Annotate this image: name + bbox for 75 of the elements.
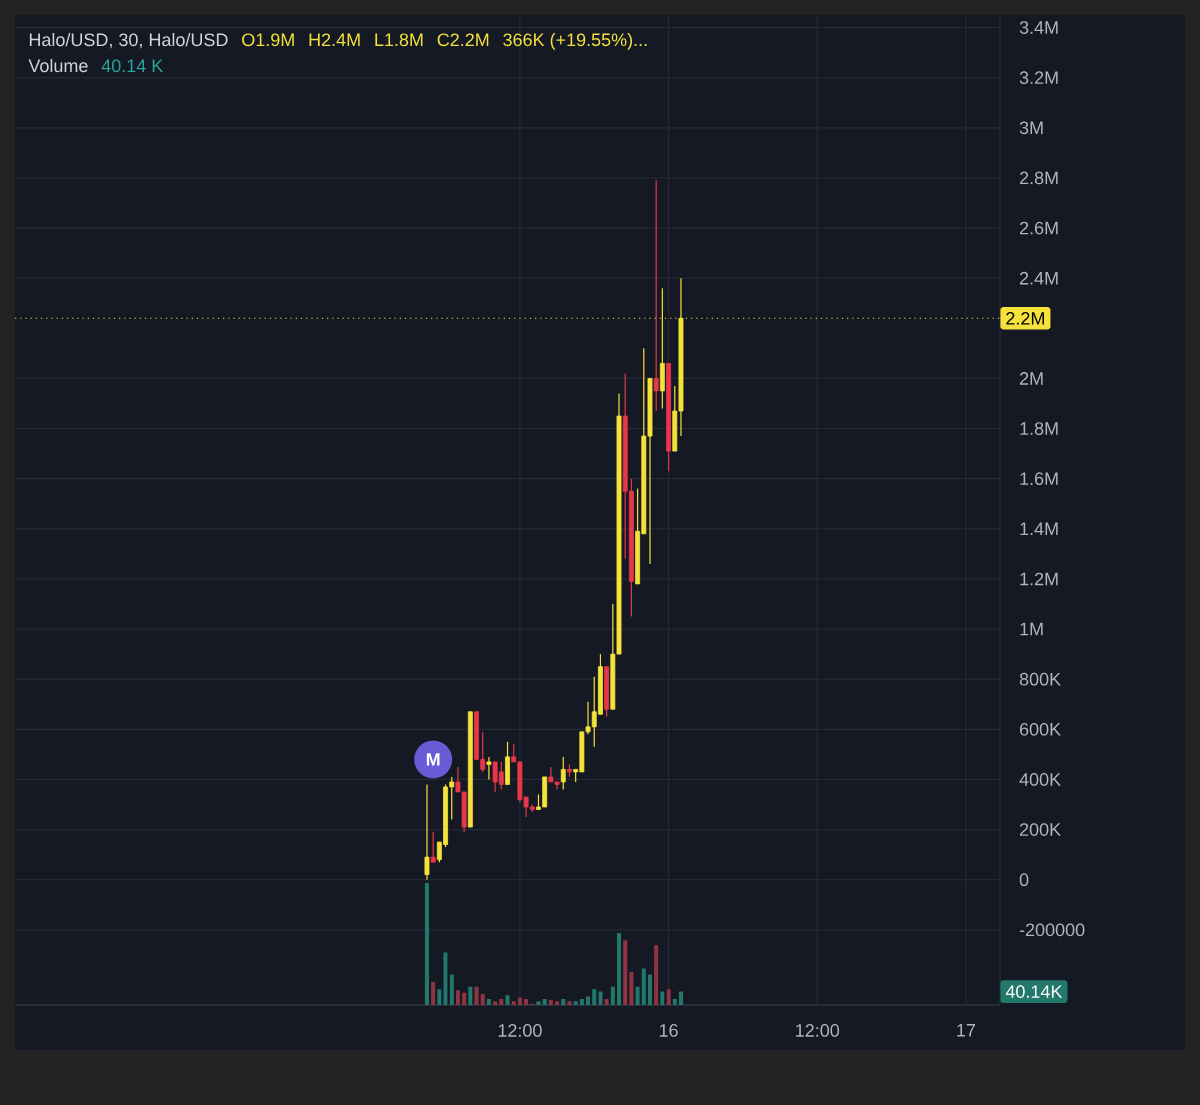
y-tick-label: 0 [1019, 873, 1029, 887]
y-tick-label: 600K [1019, 722, 1061, 736]
bar [474, 986, 479, 1005]
y-tick-label: 1.4M [1020, 522, 1058, 535]
bar [641, 968, 646, 1005]
bar [424, 883, 430, 1005]
bar [437, 989, 442, 1005]
candlestick [424, 783, 430, 881]
bar [431, 981, 436, 1005]
bar [579, 998, 584, 1005]
bar [660, 991, 665, 1005]
text: Halo/USD, 30, Halo/USD [29, 32, 228, 49]
annotation: M [426, 753, 440, 766]
x-tick-label: 17 [957, 1024, 976, 1037]
x-tick-label: 16 [659, 1024, 678, 1037]
bar [455, 990, 460, 1005]
y-tick-label: 200K [1019, 823, 1061, 836]
candlestick [560, 756, 566, 791]
bar [542, 998, 547, 1005]
bar [486, 998, 491, 1005]
bar [462, 992, 467, 1005]
bar [449, 974, 454, 1005]
bar [468, 986, 473, 1005]
candlestick [486, 756, 492, 781]
annotation: L1.8M [375, 33, 423, 47]
text: 40.14K [1005, 985, 1063, 998]
bar [499, 998, 504, 1005]
y-tick-label: 3.2M [1019, 71, 1058, 85]
x-tick-label: 12:00 [796, 1024, 840, 1037]
bar [561, 998, 566, 1005]
bar [548, 1000, 553, 1005]
bar [604, 998, 609, 1005]
annotation: H2.4M [309, 33, 360, 46]
bar [654, 945, 659, 1005]
y-tick-label: 800K [1019, 672, 1061, 686]
bar [480, 994, 485, 1005]
bar [635, 986, 640, 1005]
y-tick-label: 3.4M [1019, 21, 1058, 34]
bar [555, 1001, 560, 1005]
bar [616, 933, 622, 1005]
ref-line-label: 2.2M [1006, 311, 1044, 325]
bar [629, 972, 634, 1005]
bar [493, 1001, 498, 1005]
candlestick [430, 831, 436, 863]
bar [672, 998, 677, 1005]
y-tick-label: -200000 [1019, 923, 1085, 937]
y-tick-label: 1M [1020, 622, 1043, 636]
y-tick-label: 1.6M [1020, 472, 1058, 486]
bar [505, 995, 510, 1005]
bar [524, 998, 529, 1005]
bar [592, 989, 597, 1005]
bar [536, 1001, 541, 1005]
chart-title: Volume [28, 58, 88, 73]
y-tick-label: 2M [1019, 372, 1043, 385]
annotation: C2.2M [437, 33, 489, 47]
x-tick-label: 12:00 [498, 1024, 542, 1037]
annotation: 366K (+19.55%)... [503, 32, 647, 50]
bar [678, 991, 684, 1005]
annotation: O1.9M [242, 33, 294, 47]
bar [666, 989, 671, 1005]
y-tick-label: 3M [1019, 121, 1043, 135]
y-tick-label: 2.4M [1019, 271, 1058, 285]
y-tick-label: 1.8M [1020, 422, 1058, 435]
bar [586, 996, 591, 1005]
y-tick-label: 400K [1019, 773, 1061, 786]
y-tick-label: 1.2M [1020, 572, 1058, 586]
bar [567, 1001, 572, 1005]
annotation: 40.14 K [101, 59, 164, 73]
candlestick [653, 179, 659, 412]
y-tick-label: 2.6M [1019, 221, 1058, 235]
bar [573, 1001, 578, 1005]
bar [647, 974, 653, 1005]
bar [610, 986, 615, 1005]
bar [623, 940, 628, 1005]
y-tick-label: 2.8M [1019, 171, 1058, 185]
